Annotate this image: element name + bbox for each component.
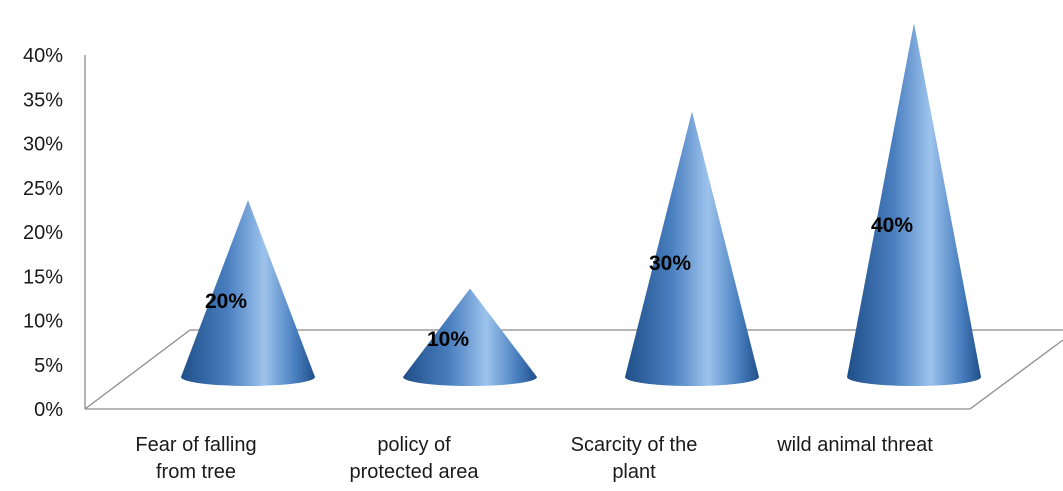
y-tick-label: 5%	[34, 355, 63, 377]
cone-body	[847, 23, 981, 386]
category-label: policy of protected area	[350, 434, 480, 483]
y-tick-label: 30%	[23, 134, 63, 156]
data-label: 20%	[205, 290, 247, 313]
y-tick-label: 20%	[23, 222, 63, 244]
cone-bar	[181, 200, 315, 386]
y-tick-label: 15%	[23, 266, 63, 288]
cone-bar	[625, 111, 759, 386]
y-tick-label: 40%	[23, 45, 63, 67]
cone-bar	[847, 23, 981, 386]
cone-body	[403, 288, 537, 386]
cone-body	[625, 111, 759, 386]
cone-bar	[403, 288, 537, 386]
y-tick-label: 35%	[23, 89, 63, 111]
data-label: 10%	[427, 328, 469, 351]
y-tick-label: 25%	[23, 178, 63, 200]
y-tick-label: 10%	[23, 311, 63, 333]
data-label: 40%	[871, 214, 913, 237]
floor-right-edge	[969, 339, 1063, 410]
data-labels: 20% 10% 30% 40%	[205, 214, 913, 351]
y-tick-label: 0%	[34, 399, 63, 421]
cone-body	[181, 200, 315, 386]
category-label: Fear of falling from tree	[135, 434, 256, 483]
category-label: wild animal threat	[776, 434, 933, 456]
data-label: 30%	[649, 252, 691, 275]
floor-left-edge	[84, 329, 191, 410]
category-labels: Fear of falling from tree policy of protect…	[135, 434, 933, 483]
y-axis-ticks: 0% 5% 10% 15% 20% 25% 30% 35% 40%	[23, 45, 63, 421]
cone-series	[181, 23, 981, 386]
category-label: Scarcity of the plant	[571, 434, 698, 483]
